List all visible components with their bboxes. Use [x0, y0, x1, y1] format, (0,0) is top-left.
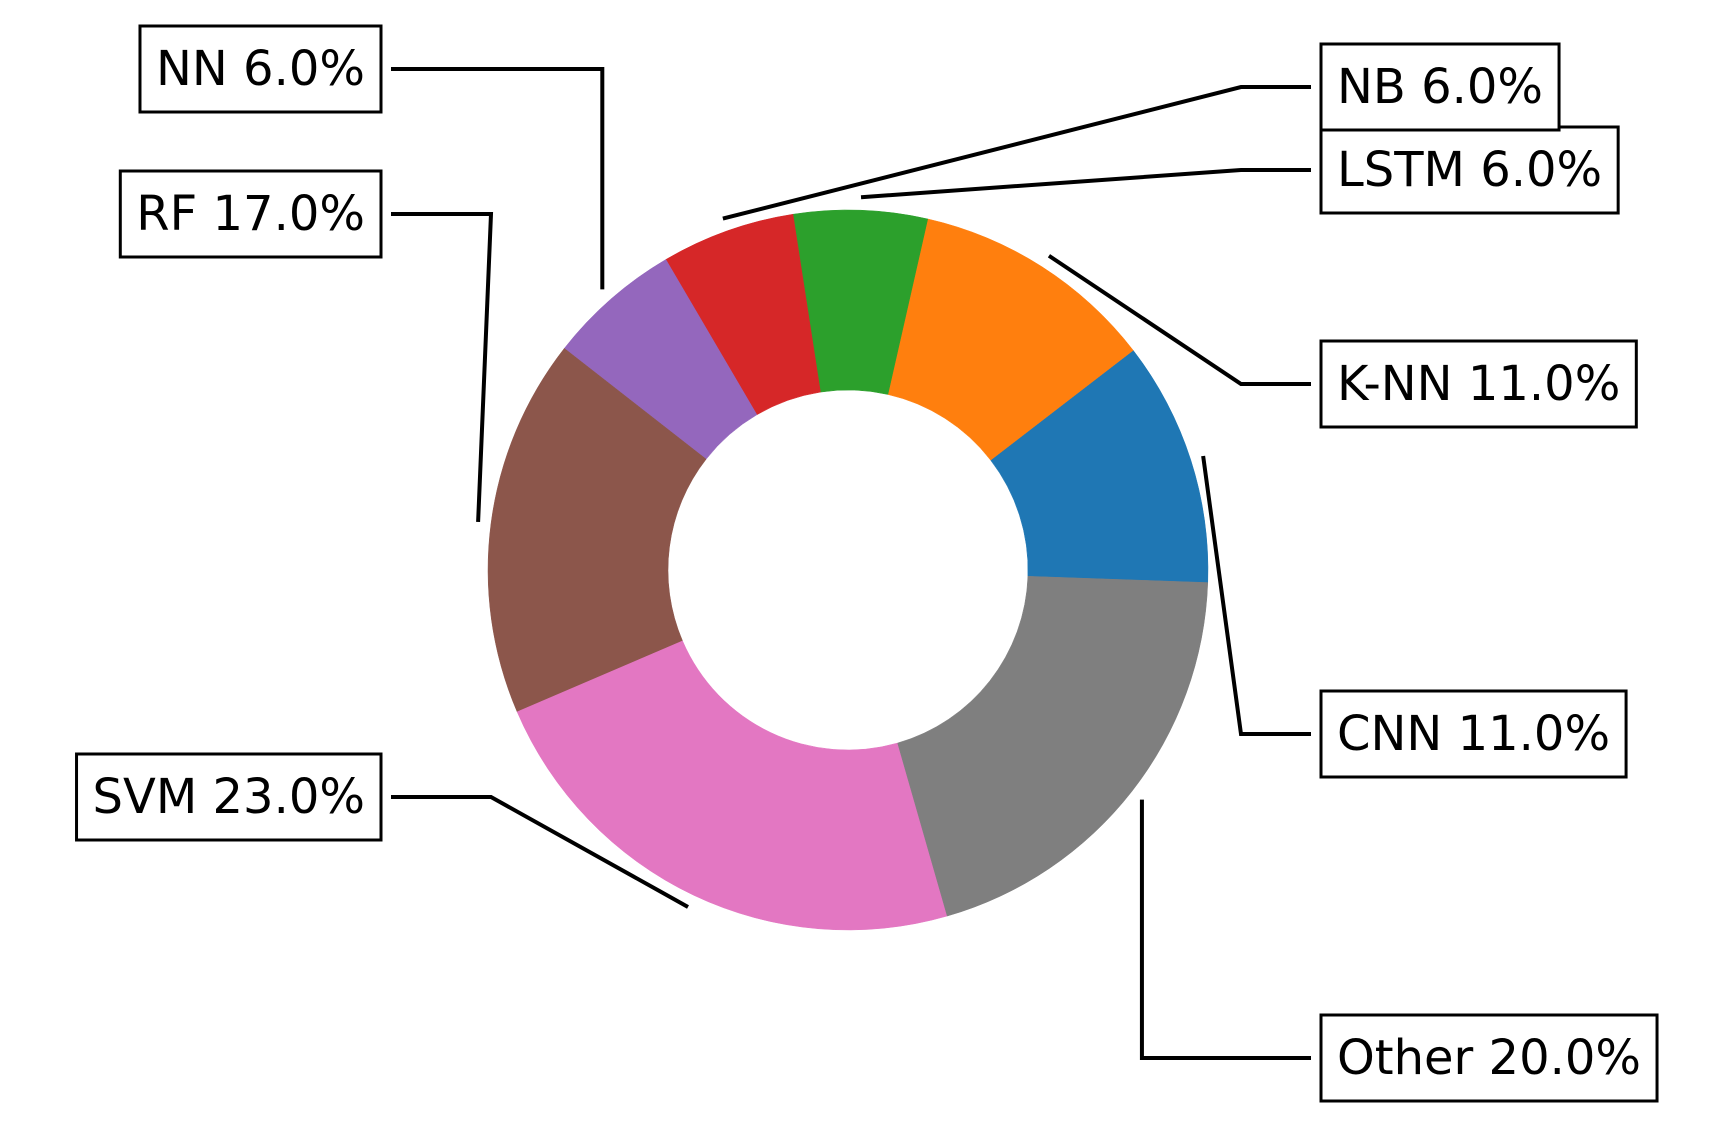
label-text-svm: SVM 23.0%: [93, 769, 365, 825]
leader-lines-layer: [391, 67, 1311, 1060]
label-text-k-nn: K-NN 11.0%: [1337, 356, 1620, 412]
leader-line-cnn: [1201, 455, 1311, 736]
label-cnn: CNN 11.0%: [1319, 689, 1628, 779]
label-lstm: LSTM 6.0%: [1319, 125, 1620, 215]
leader-line-rf: [391, 212, 494, 523]
slice-svm: [516, 640, 948, 931]
leader-line-k-nn: [1047, 254, 1311, 386]
label-box-other: [1319, 1013, 1659, 1103]
label-text-lstm: LSTM 6.0%: [1337, 142, 1602, 198]
slices-layer: [487, 209, 1209, 931]
leader-line-other: [1139, 799, 1311, 1060]
label-other: Other 20.0%: [1319, 1013, 1659, 1103]
label-box-lstm: [1319, 125, 1620, 215]
label-nn: NN 6.0%: [138, 24, 383, 114]
label-rf: RF 17.0%: [118, 169, 383, 259]
label-text-other: Other 20.0%: [1337, 1030, 1641, 1086]
label-text-cnn: CNN 11.0%: [1337, 706, 1610, 762]
label-text-rf: RF 17.0%: [136, 186, 365, 242]
leader-line-nn: [391, 67, 605, 290]
label-box-nn: [138, 24, 383, 114]
slice-rf: [487, 348, 707, 713]
label-box-k-nn: [1319, 339, 1638, 429]
label-box-svm: [75, 752, 383, 842]
label-nb: NB 6.0%: [1319, 42, 1561, 132]
leader-line-lstm: [860, 168, 1311, 200]
label-box-nb: [1319, 42, 1561, 132]
leader-line-svm: [391, 795, 689, 909]
label-text-nb: NB 6.0%: [1337, 59, 1543, 115]
label-svm: SVM 23.0%: [75, 752, 383, 842]
label-k-nn: K-NN 11.0%: [1319, 339, 1638, 429]
leader-line-nb: [722, 85, 1311, 221]
label-box-cnn: [1319, 689, 1628, 779]
label-text-nn: NN 6.0%: [156, 41, 365, 97]
label-box-rf: [118, 169, 383, 259]
labels-layer: CNN 11.0% K-NN 11.0% LSTM 6.0% NB 6.0% NN 6.…: [75, 24, 1659, 1103]
slice-other: [897, 576, 1209, 917]
